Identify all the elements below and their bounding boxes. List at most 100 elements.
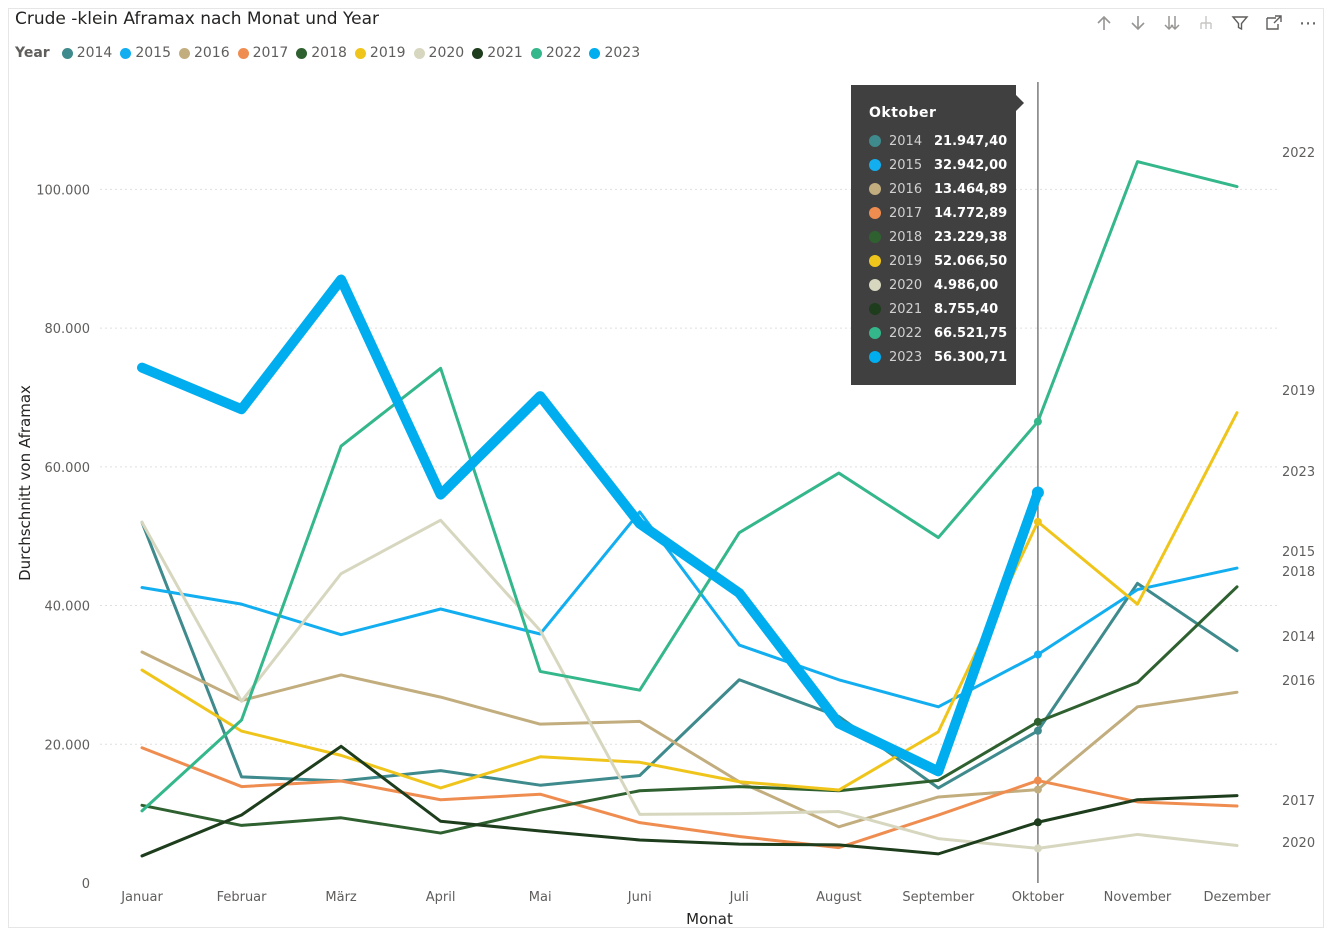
marker-2021 [1033,818,1042,827]
tooltip-value: 56.300,71 [934,349,1008,365]
y-tick-label: 100.000 [36,183,90,198]
end-label-2015: 2015 [1282,545,1315,560]
tooltip-year: 2019 [889,253,923,269]
y-tick-label: 80.000 [45,322,91,337]
legend-item-2016[interactable]: 2016 [178,45,230,61]
tooltip-year: 2022 [889,325,923,341]
y-tick-label: 0 [82,877,90,892]
end-label-2022: 2022 [1282,146,1315,161]
legend-item-2020[interactable]: 2020 [413,45,464,61]
legend-dot [296,47,308,59]
series-line-2020 [140,518,1239,850]
double-arrow-down-icon[interactable] [1161,12,1183,34]
legend-dot [472,47,484,59]
y-tick-label: 40.000 [45,600,91,615]
tooltip-dot [869,303,881,315]
end-label-2020: 2020 [1282,836,1315,851]
legend-item-2017[interactable]: 2017 [237,45,289,61]
tooltip-value: 8.755,40 [934,301,999,317]
legend-title: Year [15,45,50,61]
tooltip-dot [869,351,881,363]
x-tick-label: September [902,890,975,905]
more-options-icon[interactable]: ⋯ [1299,12,1317,34]
series-line-2022 [140,160,1239,813]
tooltip-rows: 2014 21.947,40 2015 32.942,00 2016 13.464,89 2… [869,129,1016,369]
tooltip-value: 13.464,89 [934,181,1008,197]
x-tick-label: Juli [729,890,749,905]
arrow-down-icon[interactable] [1127,12,1149,34]
arrow-up-icon[interactable] [1093,12,1115,34]
marker-2022 [1033,417,1042,426]
tooltip-value: 32.942,00 [934,157,1008,173]
tooltip-title: Oktober [869,105,937,121]
tooltip-year: 2021 [889,301,923,317]
series-line-2019 [140,411,1239,792]
end-label-2018: 2018 [1282,565,1315,580]
y-tick-label: 60.000 [45,461,91,476]
x-tick-label: November [1104,890,1172,905]
series-line-2015 [140,510,1239,709]
tooltip-value: 52.066,50 [934,253,1008,269]
tooltip-year: 2017 [889,205,923,221]
expand-hierarchy-icon[interactable] [1195,12,1217,34]
tooltip-year: 2014 [889,133,923,149]
legend-item-2018[interactable]: 2018 [296,45,347,61]
tooltip-year: 2018 [889,229,923,245]
legend-item-2014[interactable]: 2014 [61,45,112,61]
focus-mode-icon[interactable] [1263,12,1285,34]
y-axis-title: Durchschnitt von Aframax [16,385,34,581]
legend-item-2019[interactable]: 2019 [354,45,406,61]
legend-dot [530,47,542,59]
legend-dot [120,47,132,59]
x-tick-label: Dezember [1203,890,1271,905]
tooltip-dot [869,183,881,195]
legend-item-2015[interactable]: 2015 [120,45,171,61]
legend: Year 2014 2015 2016 2017 2018 2019 2020 2021 202… [15,45,640,61]
tooltip: Oktober 2014 21.947,40 2015 32.942,00 2016 13… [851,85,1024,385]
series-line-2016 [140,650,1239,829]
legend-dot [354,47,366,59]
tooltip-dot [869,279,881,291]
legend-label: 2023 [604,45,641,61]
legend-label: 2021 [487,45,523,61]
x-tick-label: Januar [120,890,163,905]
legend-dot [237,47,249,59]
marker-2023 [1031,486,1044,499]
x-tick-label: März [325,890,357,905]
legend-label: 2016 [193,45,230,61]
legend-label: 2017 [252,45,289,61]
tooltip-year: 2015 [889,157,923,173]
visual-toolbar: ⋯ [1093,12,1319,34]
chart-title: Crude -klein Aframax nach Monat und Year [15,9,379,29]
marker-2015 [1033,650,1042,659]
visual-frame [8,8,1324,928]
x-tick-label: August [816,890,862,905]
end-label-2023: 2023 [1282,465,1315,480]
marker-2014 [1033,726,1042,735]
legend-dot [61,47,73,59]
legend-label: 2022 [545,45,582,61]
tooltip-row: 2019 52.066,50 [869,249,1016,273]
legend-item-2023[interactable]: 2023 [589,45,640,61]
end-label-2017: 2017 [1282,794,1315,809]
end-label-2014: 2014 [1282,630,1315,645]
marker-2017 [1033,776,1042,785]
tooltip-row: 2014 21.947,40 [869,129,1016,153]
legend-dot [178,47,190,59]
x-tick-label: Oktober [1012,890,1065,905]
x-tick-label: Juni [627,890,652,905]
tooltip-value: 66.521,75 [934,325,1008,341]
tooltip-year: 2023 [889,349,923,365]
tooltip-row: 2017 14.772,89 [869,201,1016,225]
end-label-2016: 2016 [1282,674,1315,689]
legend-item-2022[interactable]: 2022 [530,45,582,61]
legend-item-2021[interactable]: 2021 [472,45,523,61]
legend-items: 2014 2015 2016 2017 2018 2019 2020 2021 2022 2023 [61,45,640,61]
x-tick-label: April [426,890,456,905]
legend-dot [413,47,425,59]
marker-2016 [1033,785,1042,794]
filter-icon[interactable] [1229,12,1251,34]
x-tick-label: Mai [529,890,552,905]
tooltip-dot [869,327,881,339]
